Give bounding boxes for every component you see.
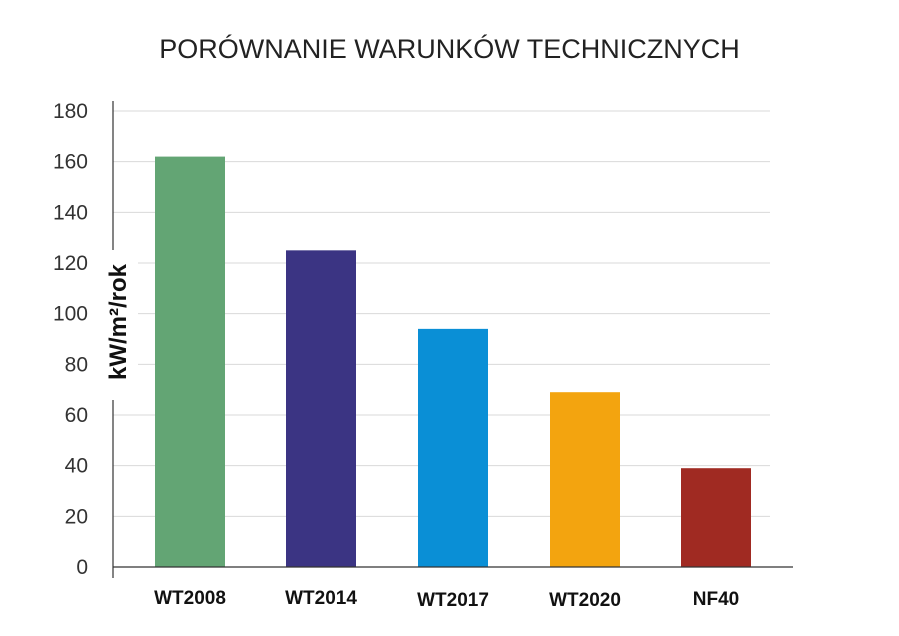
y-tick-label: 20 <box>65 505 88 528</box>
y-tick-label: 100 <box>53 303 88 326</box>
y-tick-label: 180 <box>53 100 88 123</box>
y-tick-labels: 0 20 40 60 80 100 120 140 160 180 <box>53 100 88 579</box>
bars <box>155 156 751 568</box>
x-tick-label: NF40 <box>693 589 739 610</box>
y-tick-label: 0 <box>76 556 88 579</box>
y-tick-label: 160 <box>53 151 88 174</box>
x-tick-label: WT2014 <box>285 588 357 609</box>
chart-title: PORÓWNANIE WARUNKÓW TECHNICZNYCH <box>159 34 740 64</box>
y-tick-label: 60 <box>65 404 88 427</box>
y-tick-label: 120 <box>53 252 88 275</box>
x-tick-label: WT2020 <box>549 590 621 611</box>
x-tick-label: WT2008 <box>154 588 226 609</box>
bar-wt2014 <box>286 250 356 568</box>
bar-nf40 <box>681 468 751 567</box>
y-axis-title: kW/m²/rok <box>105 263 132 380</box>
bar-wt2020 <box>550 392 620 567</box>
y-tick-label: 140 <box>53 201 88 224</box>
x-tick-label: WT2017 <box>417 590 489 611</box>
x-tick-labels: WT2008 WT2014 WT2017 WT2020 NF40 <box>154 588 739 611</box>
y-tick-label: 80 <box>65 353 88 376</box>
bar-wt2008 <box>155 156 225 567</box>
y-axis-title-background <box>108 250 138 400</box>
bar-wt2017 <box>418 328 488 567</box>
y-tick-label: 40 <box>65 455 88 478</box>
